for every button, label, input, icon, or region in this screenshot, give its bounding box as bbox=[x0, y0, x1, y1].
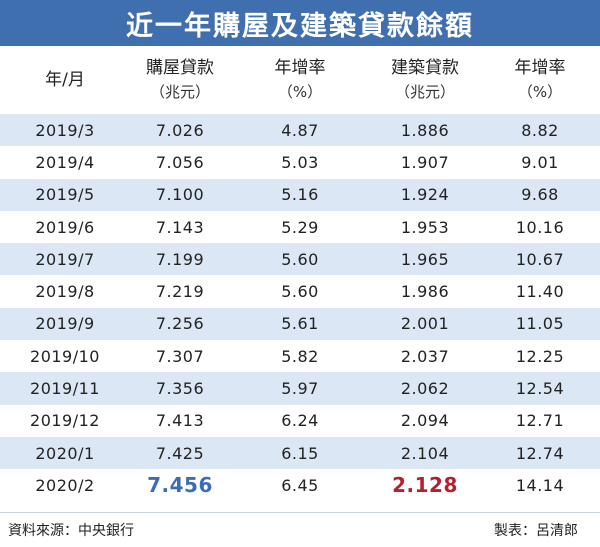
cell-month: 2019/5 bbox=[35, 185, 95, 205]
cell-home-growth: 5.16 bbox=[281, 185, 319, 205]
cell-home-growth: 5.61 bbox=[281, 314, 319, 334]
cell-month: 2019/3 bbox=[35, 120, 95, 140]
table-row: 2019/7 7.199 5.60 1.965 10.67 bbox=[0, 243, 600, 276]
cell-construction-loan: 2.094 bbox=[400, 411, 450, 431]
header-construction-growth: 年增率 （%） bbox=[480, 46, 600, 114]
cell-construction-growth: 12.71 bbox=[515, 411, 565, 431]
table-row: 2019/10 7.307 5.82 2.037 12.25 bbox=[0, 340, 600, 372]
cell-month: 2019/10 bbox=[30, 346, 100, 366]
cell-construction-growth: 8.82 bbox=[521, 120, 559, 140]
cell-construction-loan: 2.037 bbox=[400, 346, 450, 366]
cell-home-growth: 6.24 bbox=[281, 411, 319, 431]
header-home-growth-label: 年增率 bbox=[274, 58, 326, 78]
cell-construction-growth: 12.25 bbox=[515, 346, 565, 366]
cell-construction-loan: 1.886 bbox=[400, 120, 450, 140]
cell-month: 2019/11 bbox=[30, 379, 100, 399]
footer: 資料來源：中央銀行 製表：呂清郎 bbox=[0, 512, 600, 547]
chart-title: 近一年購屋及建築貸款餘額 bbox=[126, 10, 474, 42]
credit-note: 製表：呂清郎 bbox=[494, 523, 578, 539]
cell-home-loan: 7.256 bbox=[155, 314, 205, 334]
table-row: 2020/1 7.425 6.15 2.104 12.74 bbox=[0, 436, 600, 470]
cell-month: 2019/12 bbox=[30, 411, 100, 431]
cell-construction-loan: 1.907 bbox=[400, 152, 450, 172]
table-row: 2019/3 7.026 4.87 1.886 8.82 bbox=[0, 114, 600, 147]
cell-home-growth: 4.87 bbox=[281, 120, 319, 140]
cell-construction-loan: 1.924 bbox=[400, 185, 450, 205]
table-row: 2019/11 7.356 5.97 2.062 12.54 bbox=[0, 372, 600, 405]
cell-home-loan: 7.219 bbox=[155, 282, 205, 302]
cell-construction-growth: 11.40 bbox=[515, 282, 565, 302]
header-home-loan-unit: （兆元） bbox=[149, 83, 210, 101]
cell-home-growth: 6.15 bbox=[281, 443, 319, 463]
cell-construction-loan: 2.104 bbox=[400, 443, 450, 463]
cell-construction-loan: 2.001 bbox=[400, 314, 450, 334]
header-home-loan-label: 購屋貸款 bbox=[146, 58, 214, 78]
table-row: 2019/4 7.056 5.03 1.907 9.01 bbox=[0, 146, 600, 178]
cell-construction-loan: 1.965 bbox=[400, 249, 450, 269]
cell-home-loan: 7.199 bbox=[155, 249, 205, 269]
header-construction-loan: 建築貸款 （兆元） bbox=[370, 46, 480, 114]
cell-construction-growth: 12.54 bbox=[515, 379, 565, 399]
cell-home-loan: 7.307 bbox=[155, 346, 205, 366]
table-row: 2019/12 7.413 6.24 2.094 12.71 bbox=[0, 405, 600, 437]
cell-month: 2019/4 bbox=[35, 152, 95, 172]
cell-construction-loan: 2.128 bbox=[392, 473, 458, 498]
cell-construction-growth: 9.01 bbox=[521, 152, 559, 172]
cell-construction-loan: 1.986 bbox=[400, 282, 450, 302]
title-bar: 近一年購屋及建築貸款餘額 bbox=[0, 0, 600, 46]
cell-month: 2020/1 bbox=[35, 443, 95, 463]
cell-home-growth: 5.97 bbox=[281, 379, 319, 399]
cell-construction-growth: 9.68 bbox=[521, 185, 559, 205]
table-row: 2020/2 7.456 6.45 2.128 14.14 bbox=[0, 469, 600, 501]
source-note: 資料來源：中央銀行 bbox=[8, 523, 134, 539]
cell-month: 2020/2 bbox=[35, 475, 95, 495]
cell-construction-growth: 14.14 bbox=[515, 475, 565, 495]
cell-construction-loan: 1.953 bbox=[400, 217, 450, 237]
table-row: 2019/6 7.143 5.29 1.953 10.16 bbox=[0, 211, 600, 243]
data-table: 年/月 購屋貸款 （兆元） 年增率 （%） 建築貸款 （兆元） 年增率 （%） … bbox=[0, 46, 600, 502]
cell-month: 2019/9 bbox=[35, 314, 95, 334]
cell-month: 2019/6 bbox=[35, 217, 95, 237]
cell-construction-growth: 10.16 bbox=[515, 217, 565, 237]
cell-home-loan: 7.100 bbox=[155, 185, 205, 205]
cell-home-loan: 7.056 bbox=[155, 152, 205, 172]
cell-home-growth: 6.45 bbox=[281, 475, 319, 495]
header-construction-growth-unit: （%） bbox=[517, 83, 563, 101]
cell-home-loan: 7.143 bbox=[155, 217, 205, 237]
cell-home-growth: 5.03 bbox=[281, 152, 319, 172]
cell-home-growth: 5.29 bbox=[281, 217, 319, 237]
header-construction-loan-unit: （兆元） bbox=[394, 83, 455, 101]
cell-month: 2019/7 bbox=[35, 249, 95, 269]
cell-month: 2019/8 bbox=[35, 282, 95, 302]
header-construction-growth-label: 年增率 bbox=[514, 58, 566, 78]
table-row: 2019/9 7.256 5.61 2.001 11.05 bbox=[0, 307, 600, 341]
header-home-growth: 年增率 （%） bbox=[230, 46, 370, 114]
cell-construction-loan: 2.062 bbox=[400, 379, 450, 399]
header-construction-loan-label: 建築貸款 bbox=[391, 58, 459, 78]
cell-construction-growth: 12.74 bbox=[515, 443, 565, 463]
cell-home-growth: 5.82 bbox=[281, 346, 319, 366]
table-row: 2019/8 7.219 5.60 1.986 11.40 bbox=[0, 275, 600, 307]
cell-construction-growth: 10.67 bbox=[515, 249, 565, 269]
table-row: 2019/5 7.100 5.16 1.924 9.68 bbox=[0, 178, 600, 211]
table-header-row: 年/月 購屋貸款 （兆元） 年增率 （%） 建築貸款 （兆元） 年增率 （%） bbox=[0, 46, 600, 114]
cell-home-loan: 7.026 bbox=[155, 120, 205, 140]
header-month: 年/月 bbox=[0, 46, 130, 114]
cell-construction-growth: 11.05 bbox=[515, 314, 565, 334]
table-body: 2019/3 7.026 4.87 1.886 8.82 2019/4 7.056 5.03 1… bbox=[0, 114, 600, 502]
cell-home-loan: 7.425 bbox=[155, 443, 205, 463]
header-month-label: 年/月 bbox=[45, 70, 85, 90]
cell-home-growth: 5.60 bbox=[281, 249, 319, 269]
cell-home-loan: 7.413 bbox=[155, 411, 205, 431]
header-home-loan: 購屋貸款 （兆元） bbox=[130, 46, 230, 114]
cell-home-loan: 7.456 bbox=[147, 473, 213, 498]
cell-home-loan: 7.356 bbox=[155, 379, 205, 399]
header-home-growth-unit: （%） bbox=[277, 83, 323, 101]
cell-home-growth: 5.60 bbox=[281, 282, 319, 302]
